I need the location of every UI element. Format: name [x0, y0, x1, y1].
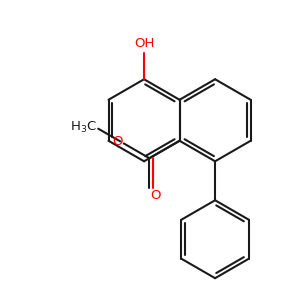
Text: O: O — [151, 189, 161, 202]
Text: H$_3$C: H$_3$C — [70, 120, 97, 135]
Text: OH: OH — [134, 37, 154, 50]
Text: O: O — [112, 136, 122, 148]
